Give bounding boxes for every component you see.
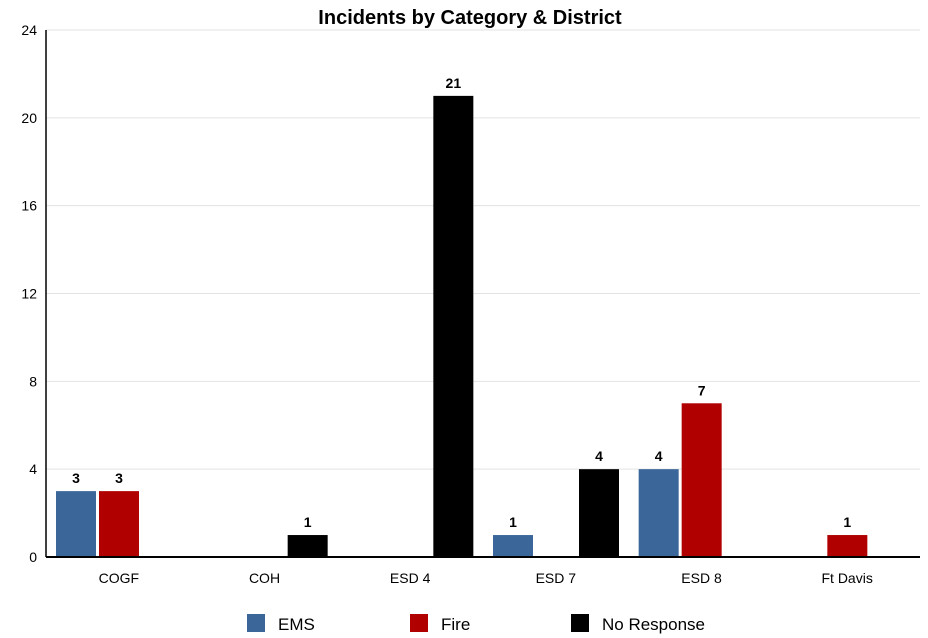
bar-fire — [827, 535, 868, 557]
x-tick-label: ESD 8 — [681, 570, 722, 586]
axes — [45, 30, 920, 558]
y-tick-label: 20 — [21, 110, 37, 126]
legend-label: Fire — [441, 615, 470, 634]
data-label: 1 — [304, 514, 312, 530]
bar-no-response — [287, 535, 328, 557]
data-label: 3 — [115, 470, 123, 486]
data-label: 3 — [72, 470, 80, 486]
y-tick-label: 8 — [29, 373, 37, 389]
data-label: 4 — [595, 448, 603, 464]
x-tick-label: ESD 7 — [536, 570, 577, 586]
x-tick-label: COH — [249, 570, 280, 586]
y-tick-label: 16 — [21, 198, 37, 214]
data-label: 4 — [655, 448, 663, 464]
y-tick-labels: 0 4 8 12 16 20 24 — [21, 22, 37, 565]
y-tick-label: 24 — [21, 22, 37, 38]
chart-title: Incidents by Category & District — [318, 7, 622, 29]
legend-swatch — [571, 614, 589, 632]
y-tick-label: 0 — [29, 549, 37, 565]
bar-fire — [99, 491, 139, 557]
legend-label: EMS — [278, 615, 315, 634]
x-tick-labels: COGF COH ESD 4 ESD 7 ESD 8 Ft Davis — [99, 570, 873, 586]
x-tick-label: ESD 4 — [390, 570, 431, 586]
data-label: 1 — [509, 514, 517, 530]
x-tick-label: Ft Davis — [821, 570, 872, 586]
x-tick-label: COGF — [99, 570, 139, 586]
gridlines — [46, 29, 920, 470]
data-label: 7 — [698, 382, 706, 398]
legend: EMS Fire No Response — [247, 614, 705, 634]
bars — [56, 95, 868, 557]
y-tick-label: 4 — [29, 461, 37, 477]
y-tick-label: 12 — [21, 286, 37, 302]
legend-swatch — [247, 614, 265, 632]
legend-swatch — [410, 614, 428, 632]
data-label: 1 — [843, 514, 851, 530]
bar-ems — [493, 535, 533, 557]
bar-ems — [638, 469, 679, 557]
data-label: 21 — [446, 75, 462, 91]
bar-no-response — [579, 469, 619, 557]
legend-label: No Response — [602, 615, 705, 634]
bar-no-response — [433, 95, 474, 557]
bar-ems — [56, 491, 96, 557]
bar-fire — [681, 403, 722, 557]
